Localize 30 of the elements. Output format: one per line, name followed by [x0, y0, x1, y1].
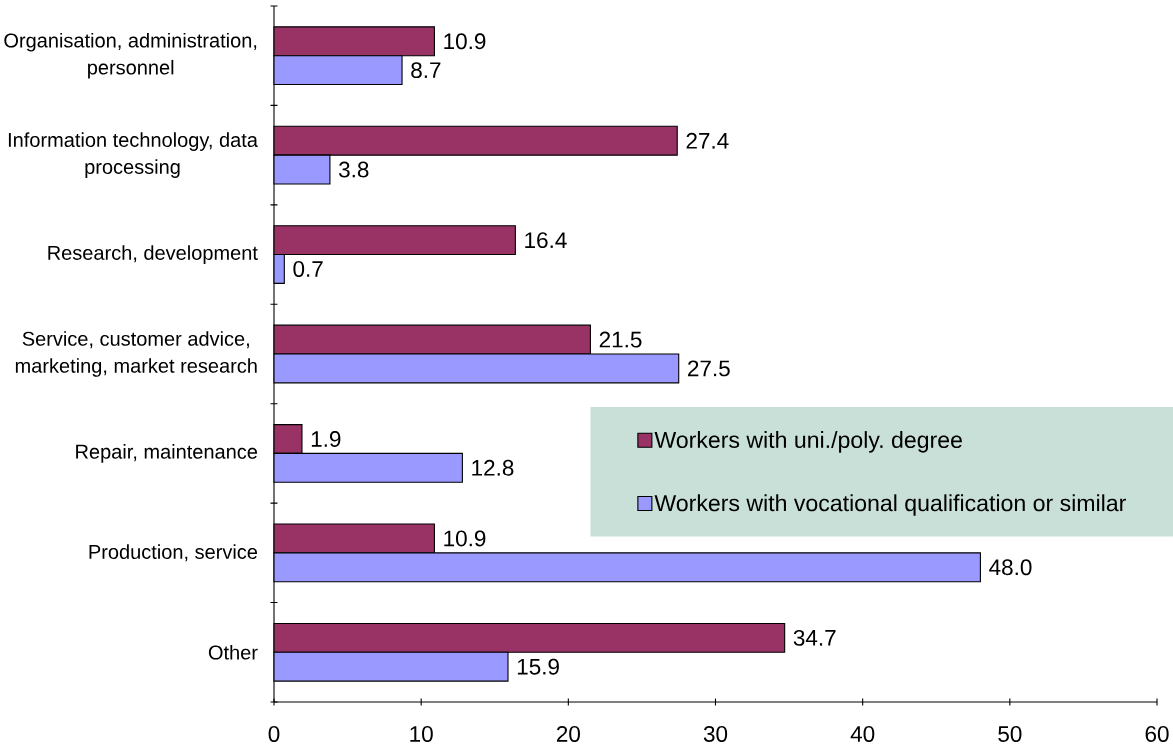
data-label: 27.4	[686, 132, 729, 149]
x-tick-label: 60	[1145, 726, 1169, 742]
data-label: 34.7	[793, 629, 836, 646]
data-label: 0.7	[293, 261, 323, 277]
x-tick-label: 50	[998, 726, 1022, 742]
y-tick-label: Production, service	[89, 544, 258, 562]
x-tick-label: 40	[850, 726, 875, 742]
y-tick-label: Other	[208, 644, 258, 660]
legend-label: Workers with uni./poly. degree	[654, 431, 962, 453]
data-label: 48.0	[989, 559, 1032, 576]
data-label: 10.9	[444, 33, 486, 50]
y-tick-label: Service, customer advice, marketing, market research	[15, 331, 257, 377]
data-label: 3.8	[338, 161, 369, 178]
x-tick-label: 20	[556, 726, 580, 742]
y-tick-label: Information technology, data processing	[8, 132, 258, 178]
data-label: 16.4	[525, 232, 567, 249]
legend-label: Workers with vocational qualification or similar	[654, 494, 1126, 516]
data-label: 12.8	[472, 459, 514, 476]
x-tick-label: 30	[703, 726, 728, 742]
y-tick-label: Research, development	[48, 245, 258, 264]
x-tick-label: 0	[268, 726, 280, 742]
y-tick-label: Repair, maintenance	[76, 444, 258, 463]
data-label: 27.5	[688, 360, 730, 377]
data-label: 10.9	[444, 530, 486, 547]
data-label: 21.5	[599, 331, 642, 348]
y-tick-label: Organisation, administration, personnel	[4, 32, 257, 79]
data-label: 8.7	[411, 62, 441, 79]
data-label: 15.9	[517, 658, 559, 675]
x-tick-label: 10	[410, 726, 433, 742]
data-label: 1.9	[311, 431, 341, 447]
